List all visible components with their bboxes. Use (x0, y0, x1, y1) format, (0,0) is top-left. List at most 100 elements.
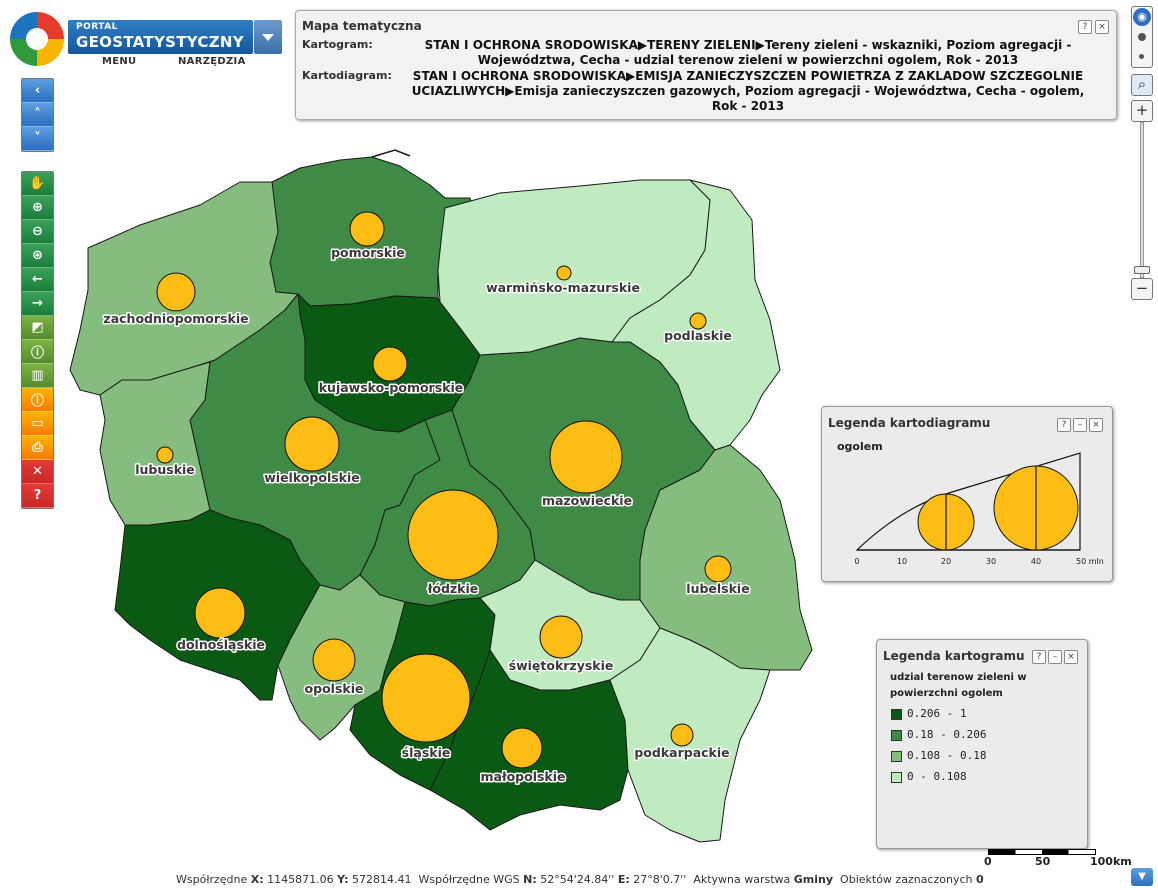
zoom-in-icon[interactable]: ⊕ (22, 196, 53, 220)
info-stats-icon[interactable]: ⓘ (22, 340, 53, 364)
kartogram-text: STAN I OCHRONA SRODOWISKA▶TERENY ZIELENI… (424, 38, 1072, 67)
panel-close-icon[interactable]: × (1095, 20, 1109, 34)
next-view-icon[interactable]: → (22, 292, 53, 316)
zoom-out-button[interactable]: − (1131, 278, 1153, 300)
zoom-in-button[interactable]: + (1131, 100, 1153, 122)
zoom-window-icon[interactable]: ⌕ (1131, 74, 1153, 96)
bubble-dolnośląskie[interactable] (194, 587, 246, 639)
legend-curve (855, 452, 1081, 551)
region-lubuskie[interactable] (99, 361, 211, 526)
expand-panel-icon[interactable]: ▼ (1131, 868, 1153, 886)
help-icon[interactable]: ? (22, 484, 53, 508)
region-label-lubuskie: lubuskie (135, 462, 195, 477)
scale-bar (988, 849, 1096, 855)
eye-icon[interactable]: ◉ (1133, 8, 1151, 26)
x-label: X: (250, 873, 264, 886)
region-label-pomorskie: pomorskie (331, 245, 405, 260)
scale-label-100: 100km (1090, 855, 1132, 868)
diagram-legend-close-icon[interactable]: × (1089, 418, 1103, 432)
choropleth-legend-panel: Legenda kartogramu ? – × udzial terenow … (876, 639, 1088, 849)
logo-big-text: GEOSTATYSTYCZNY (76, 33, 244, 51)
portal-logo[interactable]: PORTAL GEOSTATYSTYCZNY (6, 8, 282, 68)
choropleth-legend-title: Legenda kartogramu (883, 649, 1025, 663)
diagram-legend-help-icon[interactable]: ? (1057, 418, 1071, 432)
legend-tick-4: 40 (1031, 557, 1041, 566)
e-label: E: (617, 873, 630, 886)
y-value: 572814.41 (352, 873, 412, 886)
bubble-zachodniopomorskie[interactable] (156, 272, 196, 312)
wgs-label: Współrzędne WGS (418, 873, 520, 886)
bubble-warmińsko-mazurskie[interactable] (556, 265, 572, 281)
up-arrow-icon[interactable]: ˄ (22, 103, 53, 127)
tools-link[interactable]: NARZĘDZIA (178, 56, 246, 67)
selected-label: Obiektów zaznaczonych (840, 873, 973, 886)
print-icon[interactable]: ⎙ (22, 436, 53, 460)
diagram-legend-graphic: 0 10 20 30 40 50 mln (854, 452, 1104, 566)
legend-swatch-class-1 (891, 709, 902, 720)
symbology-icon[interactable]: ◩ (22, 316, 53, 340)
zoom-slider-track[interactable] (1140, 122, 1144, 278)
bubble-pomorskie[interactable] (349, 211, 385, 247)
x-value: 1145871.06 (267, 873, 334, 886)
back-arrow-icon[interactable]: ‹ (22, 79, 53, 103)
region-label-zachodniopomorskie: zachodniopomorskie (103, 311, 248, 326)
bubble-małopolskie[interactable] (501, 727, 543, 769)
bubble-opolskie[interactable] (312, 638, 356, 682)
previous-view-icon[interactable]: ← (22, 268, 53, 292)
diagram-legend-minimize-icon[interactable]: – (1073, 418, 1087, 432)
e-value: 27°8'0.7'' (633, 873, 687, 886)
choropleth-legend-close-icon[interactable]: × (1064, 650, 1078, 664)
bubble-łódzkie[interactable] (407, 489, 499, 581)
bubble-lubelskie[interactable] (704, 555, 732, 583)
legend-swatch-class-3 (891, 751, 902, 762)
chart-icon[interactable]: ▥ (22, 364, 53, 388)
coords-label: Współrzędne (176, 873, 248, 886)
kartodiagram-text: STAN I OCHRONA SRODOWISKA▶EMISJA ZANIECZ… (411, 69, 1085, 113)
bubble-lubuskie[interactable] (156, 446, 174, 464)
region-label-podkarpackie: podkarpackie (634, 745, 729, 760)
menu-link[interactable]: MENU (102, 56, 137, 67)
diagram-legend-title: Legenda kartodiagramu (828, 416, 991, 430)
pan-hand-icon[interactable]: ✋ (22, 172, 53, 196)
flag-uk-icon[interactable]: ✕ (22, 460, 53, 484)
down-arrow-icon[interactable]: ˅ (22, 127, 53, 151)
view-small-dot-icon[interactable] (1139, 54, 1144, 59)
bubble-wielkopolskie[interactable] (284, 416, 340, 472)
layer-label: Aktywna warstwa (693, 873, 791, 886)
label-layer: pomorskie warmińsko-mazurskie podlaskie zac… (102, 244, 751, 786)
legend-tick-1: 10 (897, 557, 907, 566)
region-label-śląskie: śląskie (402, 745, 451, 760)
panel-help-icon[interactable]: ? (1078, 20, 1092, 34)
legend-swatch-class-4 (891, 772, 902, 783)
zoom-out-icon[interactable]: ⊖ (22, 220, 53, 244)
region-label-opolskie: opolskie (305, 681, 364, 696)
choropleth-legend-help-icon[interactable]: ? (1032, 650, 1046, 664)
scale-label-0: 0 (984, 855, 992, 868)
region-label-mazowieckie: mazowieckie (542, 493, 632, 508)
choropleth-legend-minimize-icon[interactable]: – (1048, 650, 1062, 664)
legend-label-class-4: 0 - 0.108 (907, 770, 967, 783)
region-label-małopolskie: małopolskie (480, 769, 565, 784)
choropleth-legend-subtitle-2: powierzchni ogolem (890, 688, 1003, 699)
y-label: Y: (337, 873, 349, 886)
zoom-extent-icon[interactable]: ⊛ (22, 244, 53, 268)
logo-dropdown-button[interactable] (254, 20, 282, 54)
bubble-kujawsko-pomorskie[interactable] (372, 346, 408, 382)
window-icon[interactable]: ▭ (22, 412, 53, 436)
view-dot-icon[interactable] (1138, 33, 1146, 41)
legend-tick-5: 50 mln (1076, 557, 1104, 566)
region-label-łódzkie: łódzkie (427, 581, 479, 596)
choropleth-legend-subtitle-1: udzial terenow zieleni w (890, 672, 1027, 683)
bubble-świętokrzyskie[interactable] (539, 615, 583, 659)
bubble-mazowieckie[interactable] (549, 420, 623, 494)
bubble-śląskie[interactable] (381, 653, 471, 743)
thematic-map-title-panel: Mapa tematyczna ? × Kartogram: STAN I OC… (295, 10, 1117, 120)
bubble-podkarpackie[interactable] (670, 723, 694, 747)
bubble-podlaskie[interactable] (689, 312, 707, 330)
diagram-legend-series: ogolem (837, 440, 883, 453)
n-value: 52°54'24.84'' (540, 873, 615, 886)
info-icon[interactable]: ⓘ (22, 388, 53, 412)
legend-tick-0: 0 (854, 557, 859, 566)
zoom-slider-handle[interactable] (1134, 266, 1150, 274)
